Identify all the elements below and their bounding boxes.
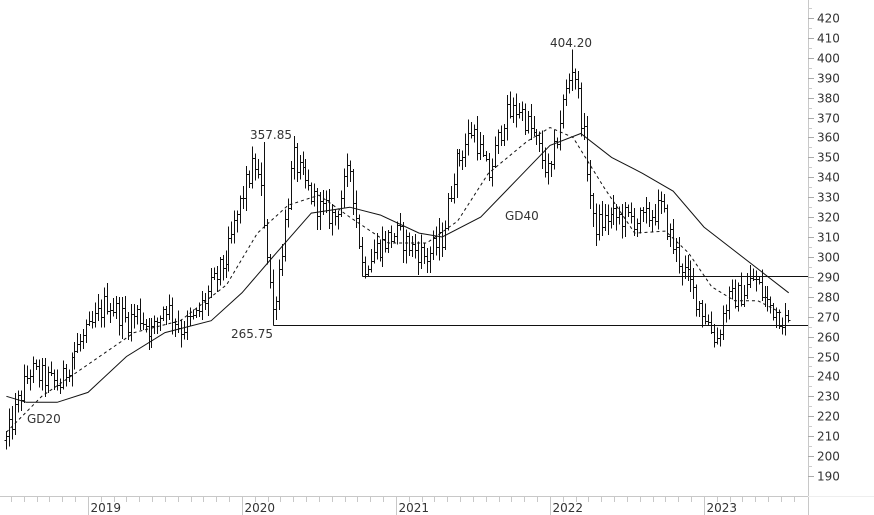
annotation-low-2020: 265.75 bbox=[231, 327, 273, 341]
y-tick-label: 330 bbox=[817, 191, 840, 205]
label-gd40: GD40 bbox=[505, 209, 539, 223]
y-tick-label: 320 bbox=[817, 211, 840, 225]
x-axis-ticks: 2019 2020 2021 2022 2023 bbox=[11, 496, 795, 515]
y-tick-label: 280 bbox=[817, 291, 840, 305]
y-tick-label: 370 bbox=[817, 112, 840, 126]
gd20-line bbox=[6, 126, 782, 433]
y-tick-label: 390 bbox=[817, 72, 840, 86]
plot-area bbox=[4, 49, 808, 450]
ohlc-bars bbox=[4, 49, 791, 450]
gd40-line bbox=[6, 132, 790, 403]
y-tick-label: 270 bbox=[817, 311, 840, 325]
y-tick-label: 380 bbox=[817, 92, 840, 106]
y-tick-label: 410 bbox=[817, 32, 840, 46]
y-tick-label: 200 bbox=[817, 450, 840, 464]
y-tick-label: 340 bbox=[817, 171, 840, 185]
x-tick-label: 2020 bbox=[245, 501, 276, 515]
annotations: 357.85 265.75 404.20 GD20 GD40 bbox=[27, 36, 592, 426]
x-tick-label: 2022 bbox=[553, 501, 584, 515]
y-tick-label: 290 bbox=[817, 271, 840, 285]
y-tick-label: 210 bbox=[817, 430, 840, 444]
y-tick-label: 240 bbox=[817, 370, 840, 384]
y-tick-label: 400 bbox=[817, 52, 840, 66]
y-tick-label: 310 bbox=[817, 231, 840, 245]
y-tick-label: 300 bbox=[817, 251, 840, 265]
x-tick-label: 2021 bbox=[399, 501, 430, 515]
y-tick-label: 350 bbox=[817, 151, 840, 165]
y-axis: 190 200 210 220 230 240 250 260 270 280 290 300 310 3… bbox=[808, 0, 840, 515]
y-tick-label: 250 bbox=[817, 351, 840, 365]
x-tick-label: 2019 bbox=[91, 501, 122, 515]
annotation-peak-2020: 357.85 bbox=[250, 128, 292, 142]
y-tick-label: 190 bbox=[817, 470, 840, 484]
y-tick-label: 220 bbox=[817, 410, 840, 424]
y-axis-ticks: 190 200 210 220 230 240 250 260 270 280 290 300 310 3… bbox=[808, 8, 840, 484]
x-tick-label: 2023 bbox=[707, 501, 738, 515]
x-axis: 2019 2020 2021 2022 2023 bbox=[0, 496, 874, 515]
annotation-peak-2022: 404.20 bbox=[550, 36, 592, 50]
y-tick-label: 260 bbox=[817, 331, 840, 345]
y-tick-label: 360 bbox=[817, 131, 840, 145]
y-tick-label: 230 bbox=[817, 390, 840, 404]
horizontal-levels bbox=[273, 268, 808, 326]
label-gd20: GD20 bbox=[27, 412, 61, 426]
y-tick-label: 420 bbox=[817, 12, 840, 26]
